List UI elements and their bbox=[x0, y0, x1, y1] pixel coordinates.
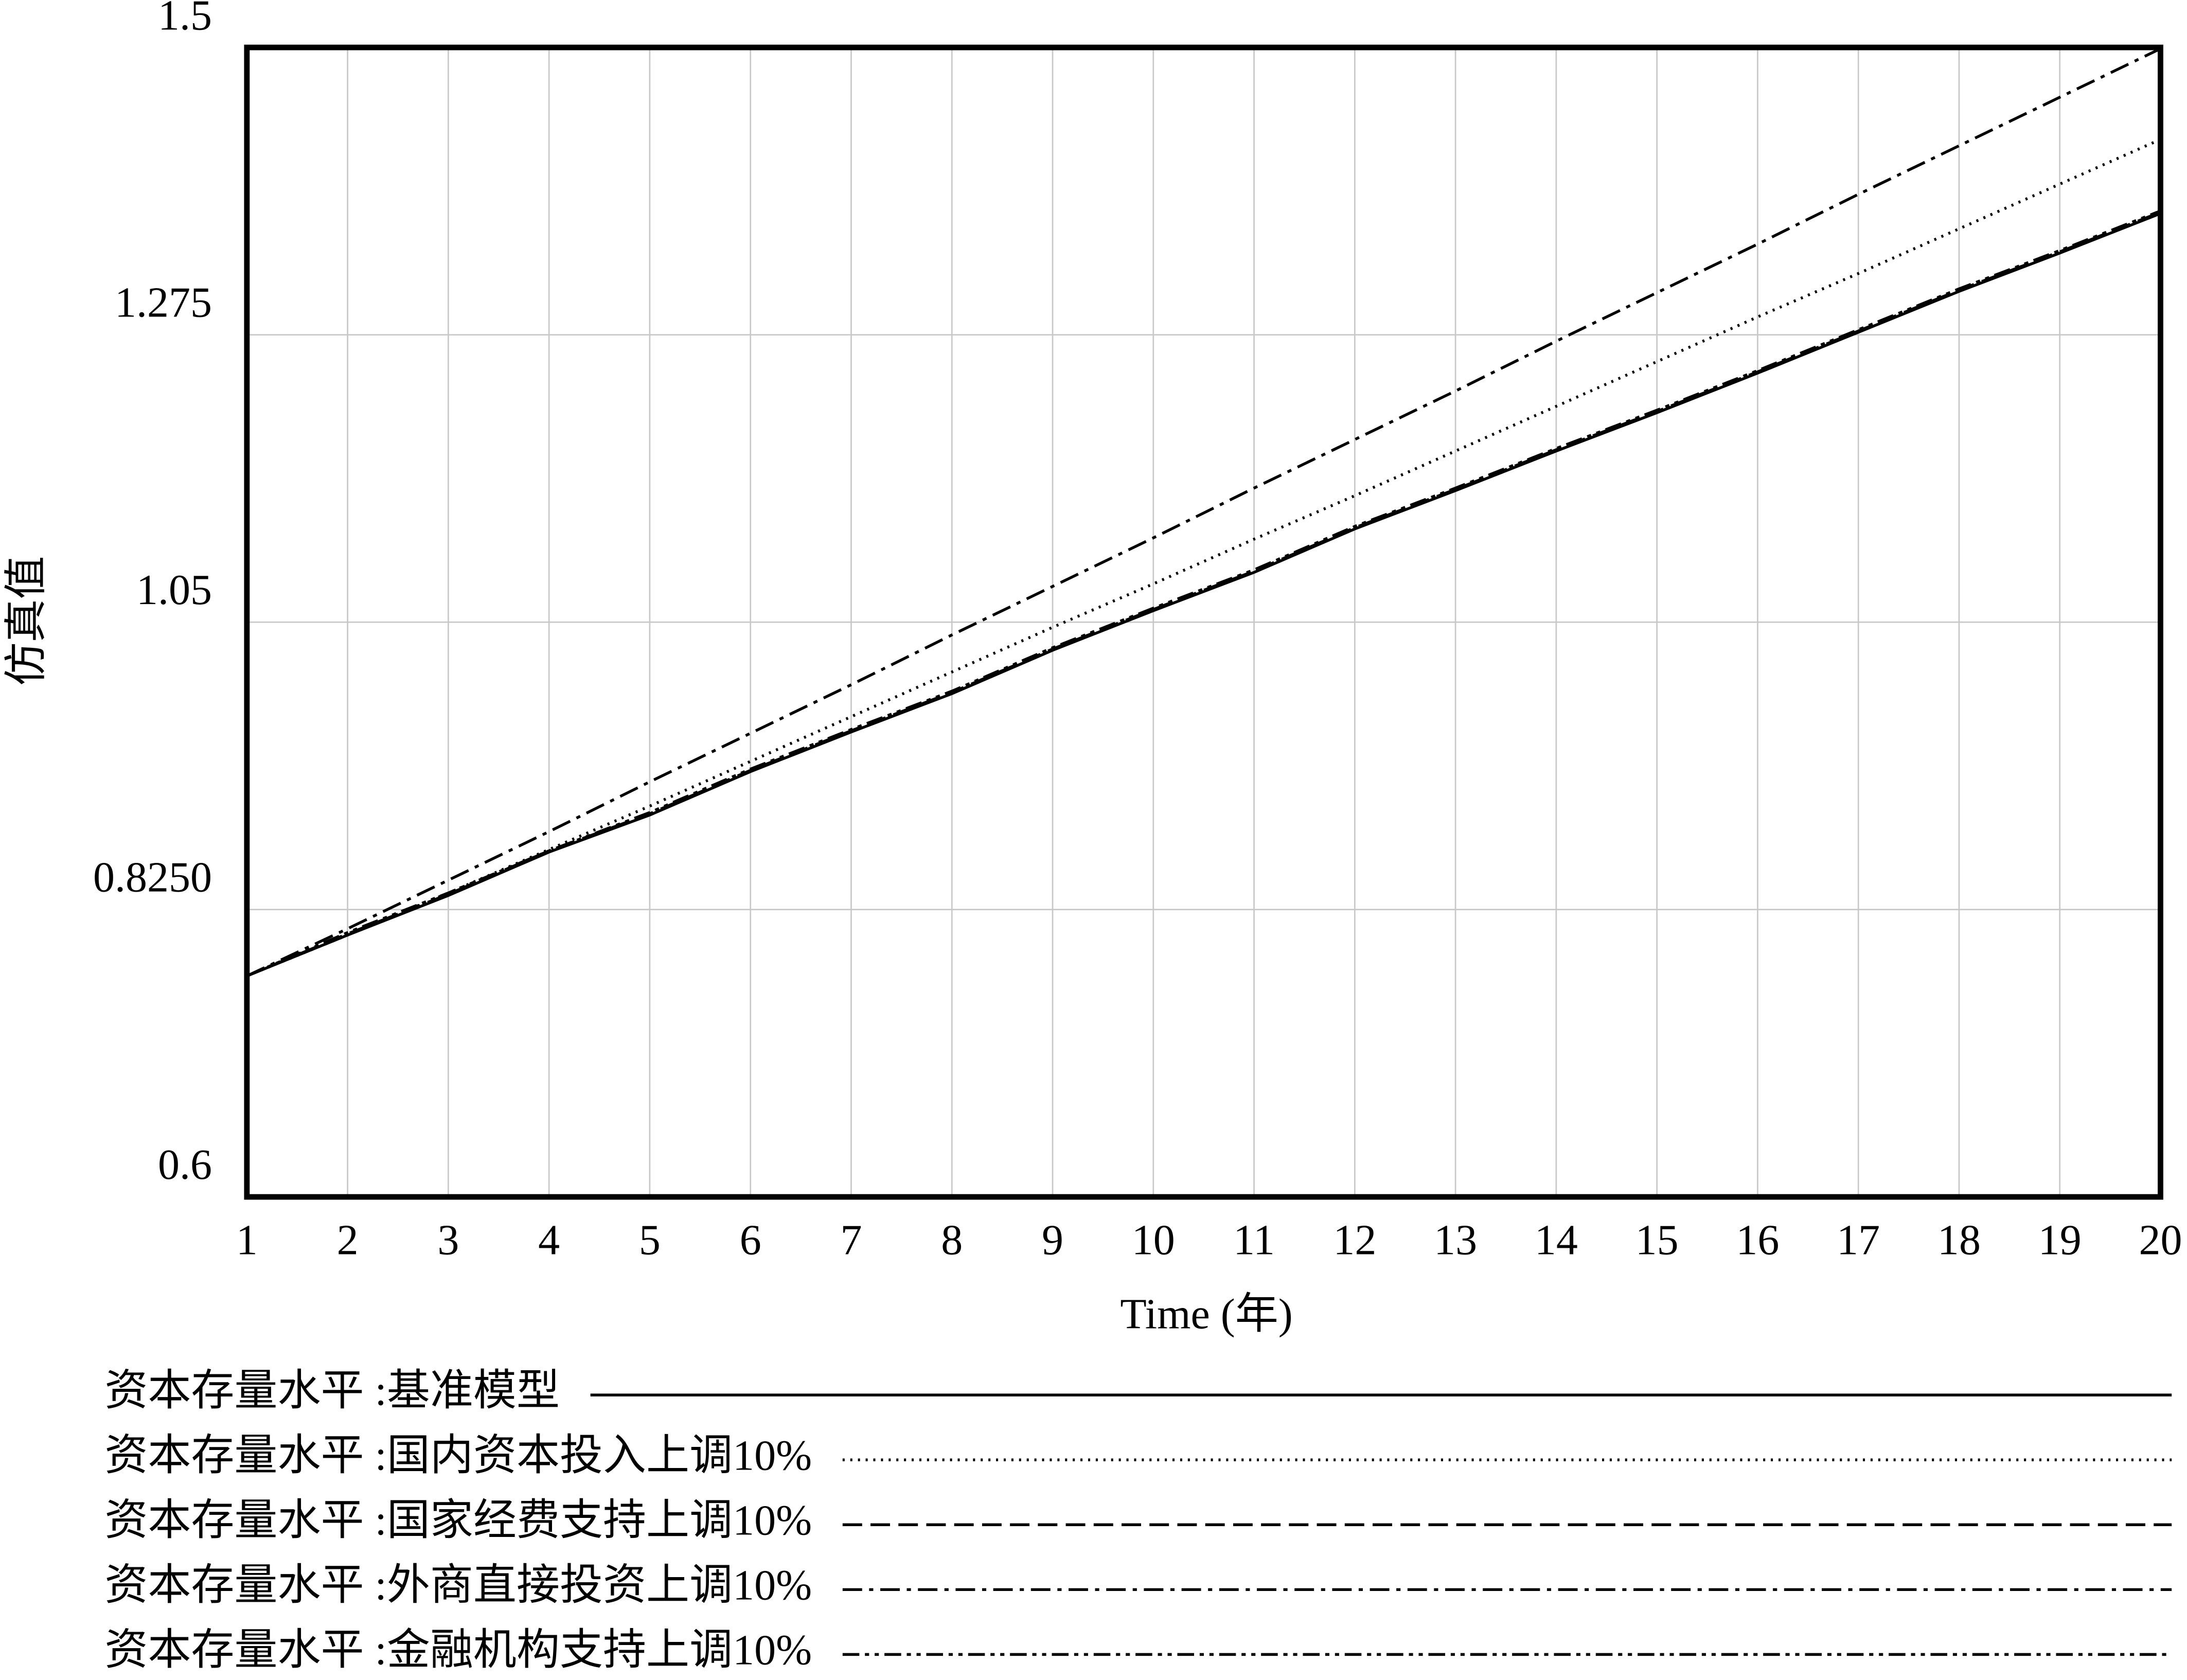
x-axis-label: Time (年) bbox=[1120, 1290, 1292, 1338]
series-line bbox=[246, 209, 2161, 978]
x-tick-label: 11 bbox=[1233, 1216, 1275, 1264]
x-tick-label: 15 bbox=[1635, 1216, 1679, 1264]
series-line bbox=[246, 138, 2161, 978]
y-tick-label: 0.6 bbox=[158, 1141, 212, 1189]
series-line bbox=[246, 47, 2161, 978]
y-tick-label: 1.05 bbox=[136, 566, 212, 614]
x-tick-label: 20 bbox=[2139, 1216, 2182, 1264]
x-tick-label: 2 bbox=[337, 1216, 359, 1264]
x-tick-label: 9 bbox=[1042, 1216, 1063, 1264]
legend-label: 资本存量水平 :金融机构支持上调10% bbox=[104, 1626, 812, 1674]
x-tick-label: 12 bbox=[1333, 1216, 1376, 1264]
x-tick-label: 17 bbox=[1837, 1216, 1880, 1264]
y-tick-label: 1.275 bbox=[115, 279, 212, 327]
x-tick-label: 1 bbox=[236, 1216, 258, 1264]
y-axis-label: 仿真值 bbox=[3, 556, 50, 685]
plot-frame bbox=[244, 44, 2163, 1200]
x-tick-label: 6 bbox=[740, 1216, 761, 1264]
series-line bbox=[246, 212, 2161, 978]
x-tick-label: 18 bbox=[1937, 1216, 1981, 1264]
x-tick-label: 13 bbox=[1434, 1216, 1477, 1264]
legend-label: 资本存量水平 :国家经费支持上调10% bbox=[104, 1497, 812, 1545]
legend-label: 资本存量水平 :外商直接投资上调10% bbox=[104, 1562, 812, 1610]
legend-label: 资本存量水平 :基准模型 bbox=[104, 1367, 560, 1414]
x-tick-label: 4 bbox=[538, 1216, 560, 1264]
y-tick-label: 1.5 bbox=[158, 0, 212, 39]
x-tick-label: 5 bbox=[639, 1216, 661, 1264]
x-tick-label: 3 bbox=[437, 1216, 459, 1264]
legend-label: 资本存量水平 :国内资本投入上调10% bbox=[104, 1431, 812, 1479]
x-tick-label: 19 bbox=[2038, 1216, 2082, 1264]
x-tick-label: 8 bbox=[941, 1216, 963, 1264]
y-tick-label: 0.8250 bbox=[93, 854, 212, 901]
x-tick-label: 16 bbox=[1736, 1216, 1779, 1264]
x-tick-label: 7 bbox=[840, 1216, 862, 1264]
x-tick-label: 10 bbox=[1132, 1216, 1175, 1264]
x-tick-label: 14 bbox=[1535, 1216, 1578, 1264]
